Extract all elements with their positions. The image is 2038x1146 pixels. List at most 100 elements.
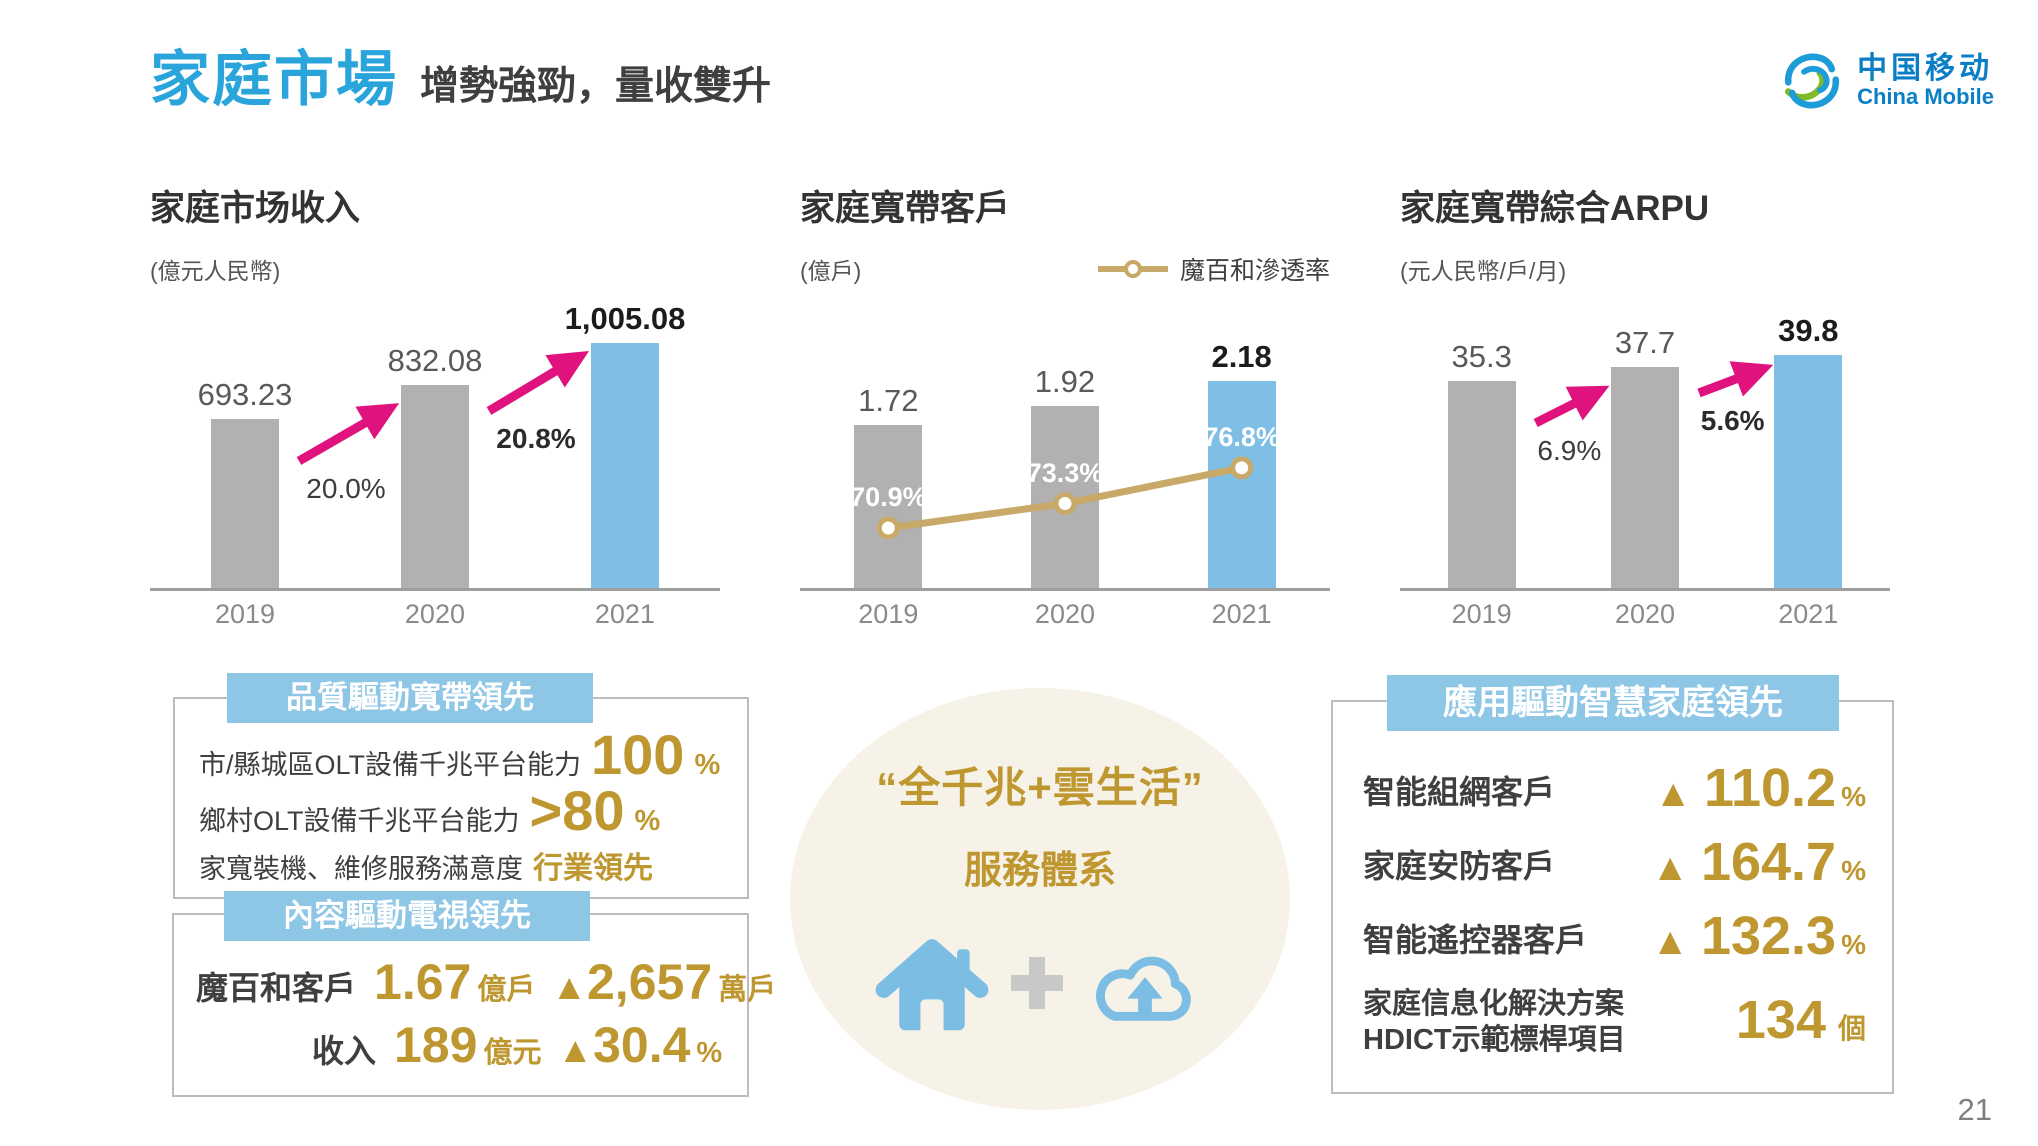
x-tick: 2020 — [1034, 599, 1095, 629]
stat-row: 智能遙控器客戶 ▲ 132.3 % — [1363, 909, 1866, 964]
bar-2019: 1.72 — [800, 288, 977, 588]
quality-broadband-box: 品質驅動寬帶領先 市/縣城區OLT設備千兆平台能力 100 % 鄉村OLT設備千… — [173, 673, 749, 899]
stat-label: 智能遙控器客戶 — [1363, 921, 1588, 958]
stat-row: 市/縣城區OLT設備千兆平台能力 100 % — [199, 726, 733, 782]
x-axis-labels: 2019 2020 2021 — [150, 599, 720, 630]
growth-label: 6.9% — [1537, 435, 1602, 466]
stat-label: 收入 — [311, 1033, 376, 1070]
ellipse-title-line2: 服務體系 — [963, 850, 1116, 892]
chart-title: 家庭市场收入 — [150, 189, 361, 228]
china-mobile-logo-icon — [1785, 53, 1840, 109]
bar-value-label: 37.7 — [1614, 325, 1676, 360]
chart-title: 家庭寬帶客戶 — [800, 189, 1011, 228]
stat-delta-unit: 萬戶 — [718, 973, 777, 1006]
chart-plot-area: 1.72 1.92 2.18 70.9% 73.3% 76.8% — [800, 288, 1330, 591]
bar-2019: 35.3 — [1400, 288, 1563, 588]
x-axis-labels: 2019 2020 2021 — [1400, 599, 1890, 630]
bar-2020: 832.08 — [340, 288, 530, 588]
stat-unit: % — [1841, 928, 1866, 960]
bar — [401, 385, 469, 588]
x-tick: 2020 — [404, 599, 465, 629]
bar — [591, 343, 659, 588]
smart-home-box: 應用驅動智慧家庭領先 智能組網客戶 ▲ 110.2 % 家庭安防客戶 ▲ 164… — [1331, 675, 1894, 1094]
chart-unit: (元人民幣/戶/月) — [1400, 258, 1567, 284]
chart-broadband-arpu: 家庭寬帶綜合ARPU (元人民幣/戶/月) 35.3 37.7 39.8 6.9… — [1400, 189, 1890, 630]
x-tick: 2021 — [1778, 599, 1839, 629]
stat-label-line2: HDICT示範標桿項目 — [1363, 1023, 1626, 1056]
bar-value-label: 35.3 — [1451, 339, 1512, 374]
stat-label: 家庭信息化解決方案 HDICT示範標桿項目 — [1363, 986, 1626, 1059]
stat-row: 鄉村OLT設備千兆平台能力 >80 % — [199, 779, 733, 842]
logo-text: 中国移动 China Mobile — [1857, 52, 1994, 109]
ellipse-title-line1: “全千兆+雲生活” — [876, 764, 1204, 811]
bar — [1030, 406, 1099, 588]
penetration-label: 73.3% — [1026, 457, 1104, 488]
bar-2019: 693.23 — [150, 288, 340, 588]
stat-value: 189 — [394, 1017, 478, 1074]
stat-label: 市/縣城區OLT設備千兆平台能力 — [199, 749, 582, 780]
stat-value-group: ▲ 110.2 % — [1654, 757, 1866, 818]
up-triangle-icon: ▲ — [1651, 920, 1689, 963]
stat-value-group: ▲ 132.3 % — [1651, 909, 1866, 964]
stat-row: 收入 189 億元 ▲ 30.4 % — [196, 1017, 737, 1074]
box-body: 魔百和客戶 1.67 億戶 ▲ 2,657 萬戶 收入 189 億元 ▲ 30.… — [174, 915, 776, 1095]
stat-row: 魔百和客戶 1.67 億戶 ▲ 2,657 萬戶 — [196, 953, 776, 1010]
stat-unit: % — [1841, 780, 1866, 812]
x-tick: 2020 — [1614, 599, 1675, 629]
china-mobile-logo: 中国移动 China Mobile — [1779, 48, 1994, 114]
plus-icon — [1011, 957, 1063, 1009]
up-triangle-icon: ▲ — [1654, 772, 1692, 815]
penetration-label: 70.9% — [850, 482, 927, 512]
bar — [1774, 355, 1843, 588]
stat-label: 魔百和客戶 — [196, 969, 357, 1006]
slide-header: 家庭市場 增勢強勁，量收雙升 — [150, 50, 771, 110]
chart-legend: 魔百和滲透率 — [1096, 251, 1330, 287]
x-tick: 2021 — [1211, 599, 1272, 629]
stat-value: 134 — [1735, 990, 1826, 1051]
x-tick: 2021 — [594, 599, 655, 629]
bar — [211, 419, 279, 588]
stat-unit: 個 — [1837, 1013, 1866, 1045]
bar — [1207, 381, 1276, 588]
box-body: 智能組網客戶 ▲ 110.2 % 家庭安防客戶 ▲ 164.7 % 智能遙控器客… — [1333, 702, 1892, 1092]
stat-delta-unit: % — [696, 1037, 723, 1070]
bar-value-label: 832.08 — [387, 343, 483, 378]
content-tv-box: 內容驅動電視領先 魔百和客戶 1.67 億戶 ▲ 2,657 萬戶 收入 189… — [172, 891, 776, 1097]
x-tick: 2019 — [858, 599, 919, 629]
stat-value: 110.2 — [1703, 757, 1837, 818]
bar-2021: 1,005.08 — [530, 288, 720, 588]
box-header: 品質驅動寬帶領先 — [227, 673, 593, 723]
stat-value-group: 134 個 — [1735, 990, 1866, 1051]
chart-unit: (億元人民幣) — [150, 258, 281, 284]
logo-text-en: China Mobile — [1857, 84, 1994, 110]
bar — [1610, 367, 1679, 588]
box-body: 市/縣城區OLT設備千兆平台能力 100 % 鄉村OLT設備千兆平台能力 >80… — [175, 699, 747, 897]
x-axis-labels: 2019 2020 2021 — [800, 599, 1330, 630]
stat-row: 家寬裝機、維修服務滿意度 行業領先 — [199, 843, 733, 887]
bar — [1447, 381, 1516, 588]
stat-value: 1.67 — [374, 953, 472, 1010]
stat-label: 鄉村OLT設備千兆平台能力 — [199, 806, 520, 836]
stat-row: 智能組網客戶 ▲ 110.2 % — [1363, 757, 1866, 818]
chart-unit: (億戶) — [800, 258, 862, 284]
bar-value-label: 1.92 — [1034, 364, 1096, 399]
up-triangle-icon: ▲ — [551, 965, 587, 1007]
bar-value-label: 39.8 — [1778, 313, 1839, 348]
gigabit-cloud-life-ellipse: “全千兆+雲生活” 服務體系 — [790, 688, 1290, 1110]
chart-home-market-revenue: 家庭市场收入 (億元人民幣) 693.23 832.08 1,005.08 20… — [150, 189, 720, 630]
stat-value: >80 — [529, 779, 625, 842]
stat-row: 家庭信息化解決方案 HDICT示範標桿項目 134 個 — [1363, 986, 1866, 1059]
x-tick: 2019 — [214, 599, 276, 629]
stat-delta: 30.4 — [593, 1017, 691, 1074]
x-tick: 2019 — [1451, 599, 1512, 629]
stat-label-line1: 家庭信息化解決方案 — [1363, 987, 1625, 1020]
ellipse-icons — [871, 930, 1209, 1036]
bar-2020: 1.92 — [977, 288, 1154, 588]
page-number: 21 — [1957, 1092, 1992, 1127]
stat-delta: 2,657 — [587, 953, 713, 1010]
stat-value: 164.7 — [1700, 831, 1837, 892]
bar-value-label: 1.72 — [858, 383, 919, 418]
stat-label: 家寬裝機、維修服務滿意度 — [199, 853, 523, 884]
growth-label: 20.0% — [306, 473, 386, 504]
chart-plot-area: 693.23 832.08 1,005.08 20.0% 20.8% — [150, 288, 720, 591]
